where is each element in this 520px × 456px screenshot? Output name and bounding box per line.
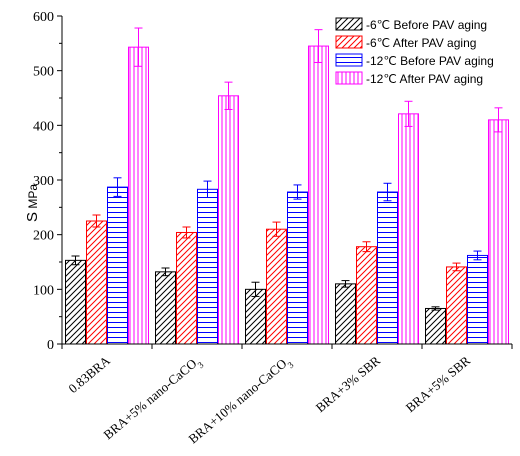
bar-2-2 xyxy=(176,231,197,345)
y-tick-label-6: 500 xyxy=(33,65,54,80)
bar-3-5 xyxy=(467,254,488,345)
legend-label-1: -6℃ Before PAV aging xyxy=(366,18,487,32)
y-tick-label-1: 0 xyxy=(47,338,54,353)
legend-label-4: -12℃ After PAV aging xyxy=(366,72,483,86)
bar-2-1 xyxy=(86,220,107,345)
bars-layer xyxy=(65,27,509,345)
y-tick-label-3: 200 xyxy=(33,229,54,244)
legend: -6℃ Before PAV aging -6℃ After PAV aging -… xyxy=(335,17,494,86)
bar-4-5 xyxy=(488,119,509,345)
y-tick-label-2: 100 xyxy=(33,283,54,298)
category-label-5: BRA+5% SBR xyxy=(403,353,474,416)
legend-swatch-1 xyxy=(335,17,363,31)
bar-2-4 xyxy=(356,246,377,345)
legend-swatch-2 xyxy=(335,35,363,49)
bar-1-4 xyxy=(335,283,356,345)
legend-label-2: -6℃ After PAV aging xyxy=(366,36,476,50)
bar-4-1 xyxy=(128,46,149,345)
bar-1-2 xyxy=(155,271,176,345)
bar-1-3 xyxy=(245,288,266,345)
legend-swatch-4 xyxy=(335,71,363,85)
bar-3-4 xyxy=(377,191,398,345)
category-label-4: BRA+3% SBR xyxy=(313,353,384,416)
bar-1-5 xyxy=(425,307,446,345)
bar-4-3 xyxy=(308,45,329,345)
legend-swatch-3 xyxy=(335,53,363,67)
bar-2-3 xyxy=(266,228,287,345)
bar-4-2 xyxy=(218,95,239,345)
bar-2-5 xyxy=(446,266,467,345)
bar-3-3 xyxy=(287,191,308,345)
bar-1-1 xyxy=(65,259,86,345)
y-axis-label: S MPa xyxy=(24,184,41,222)
category-label-1: 0.83BRA xyxy=(65,352,113,396)
legend-label-3: -12℃ Before PAV aging xyxy=(366,54,494,68)
y-tick-label-5: 400 xyxy=(33,119,54,134)
y-tick-label-4: 300 xyxy=(33,174,54,189)
y-tick-label-7: 600 xyxy=(33,10,54,25)
bar-3-1 xyxy=(107,186,128,345)
bar-3-2 xyxy=(197,188,218,345)
bar-4-4 xyxy=(398,113,419,345)
